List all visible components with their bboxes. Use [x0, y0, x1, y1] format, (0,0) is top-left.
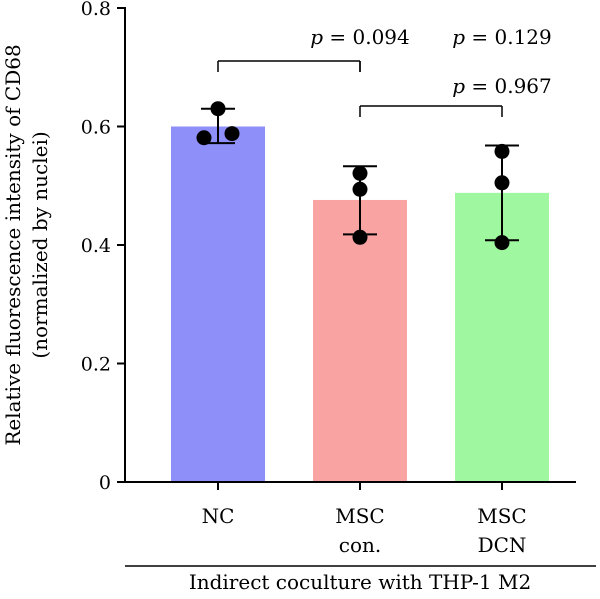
- data-point-2-2: [494, 143, 510, 159]
- data-point-2-1: [494, 175, 510, 191]
- p-value-label-0: p = 0.094: [310, 25, 410, 49]
- y-tick-label-3: 0.6: [81, 117, 111, 139]
- data-point-0-1: [224, 126, 240, 142]
- comparison-bracket-1: [359, 105, 503, 117]
- data-point-1-2: [352, 165, 368, 181]
- p-value-label-1: p = 0.967: [452, 74, 552, 98]
- x-tick-label-2: MSC DCN: [477, 504, 526, 557]
- y-tick-label-0: 0: [99, 472, 111, 494]
- p-value-label-2: p = 0.129: [452, 25, 552, 49]
- y-axis-label-line-1: Relative fluorescence intensity of CD68: [1, 44, 25, 445]
- y-axis-label: Relative fluorescence intensity of CD68 …: [1, 44, 52, 445]
- group-label: Indirect coculture with THP-1 M2: [189, 570, 531, 594]
- plot-area: 0 0.2 0.4 0.6 0.8 NC MSC con. MSC DCN p = 0.094 p =…: [81, 0, 596, 567]
- bar-0: [171, 126, 265, 482]
- y-tick-label-2: 0.4: [81, 235, 111, 257]
- comparison-bracket-2: [360, 61, 502, 72]
- data-point-1-1: [352, 181, 368, 197]
- data-point-0-2: [210, 101, 226, 117]
- y-tick-label-4: 0.8: [81, 0, 111, 20]
- data-point-2-0: [494, 235, 510, 251]
- y-tick-label-1: 0.2: [81, 354, 111, 376]
- y-axis-label-line-2: (normalized by nuclei): [28, 131, 52, 358]
- comparison-bracket-0: [217, 60, 361, 72]
- data-point-1-0: [352, 229, 368, 245]
- data-point-0-0: [196, 130, 212, 146]
- bar-1: [313, 199, 407, 482]
- x-tick-label-1: MSC con.: [335, 504, 384, 557]
- x-tick-label-0: NC: [202, 504, 235, 528]
